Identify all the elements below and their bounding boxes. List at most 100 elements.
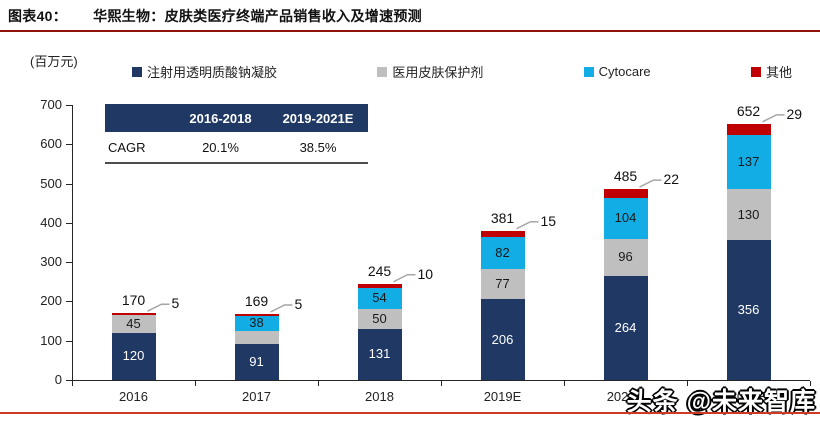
- bar-value-label: 54: [372, 290, 387, 306]
- bar-value-label: 356: [737, 302, 760, 318]
- watermark: 头条 @未来智库: [626, 388, 816, 416]
- bar-total-label: 381: [490, 209, 515, 226]
- x-axis-tick: [687, 381, 688, 386]
- bar-segment-医用皮肤保护剂: [234, 330, 279, 345]
- y-axis-unit-label: (百万元): [30, 54, 78, 69]
- other-value-label: 5: [171, 295, 180, 312]
- legend-item: 其他: [750, 62, 792, 81]
- bar-total-label: 652: [736, 102, 761, 119]
- other-value-label: 29: [786, 105, 803, 122]
- y-tick-label: 200: [40, 293, 62, 309]
- y-tick-label: 600: [40, 136, 62, 152]
- x-axis-tick: [72, 381, 73, 386]
- x-axis-tick: [810, 381, 811, 386]
- bar-value-label: 77: [495, 275, 510, 291]
- legend-label: Cytocare: [598, 64, 651, 79]
- bar-value-label: 104: [614, 210, 637, 226]
- bar-segment-其他: [726, 123, 771, 136]
- other-value-label: 10: [417, 265, 434, 282]
- y-axis-tick: [66, 222, 72, 224]
- bar-segment-注射用透明质酸钠凝胶: 120: [111, 332, 156, 380]
- bar-segment-Cytocare: 104: [603, 197, 648, 239]
- legend-swatch-icon: [750, 66, 761, 77]
- bar-segment-其他: [357, 283, 402, 288]
- bar-segment-Cytocare: 38: [234, 315, 279, 331]
- y-tick-label: 100: [40, 332, 62, 348]
- bar-value-label: 120: [122, 348, 145, 364]
- bar-value-label: 264: [614, 320, 637, 336]
- bar-segment-医用皮肤保护剂: 130: [726, 189, 771, 241]
- cagr-table-header: 2016-2018 2019-2021E: [105, 104, 368, 132]
- x-tick-label: 2020E: [606, 389, 645, 404]
- y-axis-tick: [66, 380, 72, 381]
- y-tick-label: 400: [40, 214, 62, 230]
- cagr-table-row: CAGR 20.1% 38.5%: [105, 132, 368, 164]
- bar-total-label: 245: [367, 262, 392, 279]
- x-axis-line: [72, 380, 810, 381]
- bar-value-label: 91: [249, 354, 264, 370]
- cagr-inset-table: 2016-2018 2019-2021E CAGR 20.1% 38.5%: [105, 104, 368, 164]
- y-axis-tick: [66, 301, 72, 303]
- y-tick-label: 500: [40, 175, 62, 191]
- y-axis-line: [72, 105, 73, 381]
- y-tick-label: 300: [40, 254, 62, 270]
- bar-segment-其他: [234, 314, 279, 316]
- legend-swatch-icon: [132, 66, 142, 77]
- cagr-header-period-2: 2019-2021E: [282, 110, 354, 126]
- bar-value-label: 206: [491, 331, 514, 347]
- x-axis-tick: [441, 381, 442, 386]
- bar-segment-注射用透明质酸钠凝胶: 356: [726, 240, 771, 380]
- x-axis-tick: [564, 381, 565, 386]
- bar-total-label: 169: [244, 293, 269, 309]
- bar-segment-医用皮肤保护剂: 45: [111, 315, 156, 333]
- bar-segment-Cytocare: 54: [357, 287, 402, 309]
- title-rule: [0, 30, 820, 32]
- bar-segment-其他: [603, 189, 648, 198]
- other-value-label: 22: [663, 171, 680, 188]
- y-axis-tick: [66, 183, 72, 185]
- cagr-row-label: CAGR: [108, 139, 146, 155]
- bar-segment-其他: [111, 313, 156, 316]
- chart-legend: 注射用透明质酸钠凝胶 医用皮肤保护剂 Cytocare 其他: [132, 62, 792, 81]
- x-tick-label: 2021E: [729, 389, 768, 404]
- y-axis-tick: [66, 144, 72, 146]
- bar-value-label: 38: [249, 315, 264, 331]
- legend-swatch-icon: [583, 66, 594, 77]
- cagr-value-2019-2021e: 38.5%: [299, 139, 337, 155]
- x-tick-label: 2016: [119, 389, 148, 404]
- legend-item: 注射用透明质酸钠凝胶: [132, 62, 277, 81]
- bar-segment-注射用透明质酸钠凝胶: 264: [603, 276, 648, 380]
- y-tick-label: 700: [40, 97, 62, 112]
- cagr-value-2016-2018: 20.1%: [202, 139, 239, 155]
- y-tick-label: 0: [54, 372, 62, 387]
- y-axis-tick: [66, 105, 72, 106]
- bar-segment-Cytocare: 82: [480, 236, 525, 269]
- bar-segment-医用皮肤保护剂: 96: [603, 238, 648, 277]
- figure-title-text: 华熙生物：皮肤类医疗终端产品销售收入及增速预测: [93, 8, 422, 24]
- legend-label: 注射用透明质酸钠凝胶: [147, 65, 278, 80]
- bar-value-label: 137: [737, 154, 760, 170]
- figure-title: 图表40： 华熙生物：皮肤类医疗终端产品销售收入及增速预测: [8, 6, 812, 26]
- legend-item: Cytocare: [583, 64, 651, 79]
- bar-value-label: 45: [126, 316, 141, 331]
- other-value-label: 15: [540, 212, 557, 229]
- x-axis-tick: [318, 381, 319, 386]
- x-tick-label: 2018: [365, 389, 394, 404]
- cagr-header-period-1: 2016-2018: [189, 110, 252, 126]
- bar-segment-医用皮肤保护剂: 50: [357, 308, 402, 329]
- bar-value-label: 50: [372, 310, 387, 326]
- x-tick-label: 2017: [242, 389, 271, 404]
- other-value-label: 5: [294, 296, 303, 312]
- bar-segment-注射用透明质酸钠凝胶: 131: [357, 328, 402, 380]
- bar-segment-注射用透明质酸钠凝胶: 91: [234, 344, 279, 380]
- bar-segment-注射用透明质酸钠凝胶: 206: [480, 299, 525, 380]
- bottom-rule: [0, 412, 820, 414]
- bar-segment-医用皮肤保护剂: 77: [480, 268, 525, 300]
- legend-label: 医用皮肤保护剂: [392, 65, 484, 80]
- bar-segment-其他: [480, 230, 525, 237]
- legend-swatch-icon: [377, 66, 388, 77]
- bar-value-label: 131: [368, 346, 391, 362]
- x-tick-label: 2019E: [483, 389, 522, 404]
